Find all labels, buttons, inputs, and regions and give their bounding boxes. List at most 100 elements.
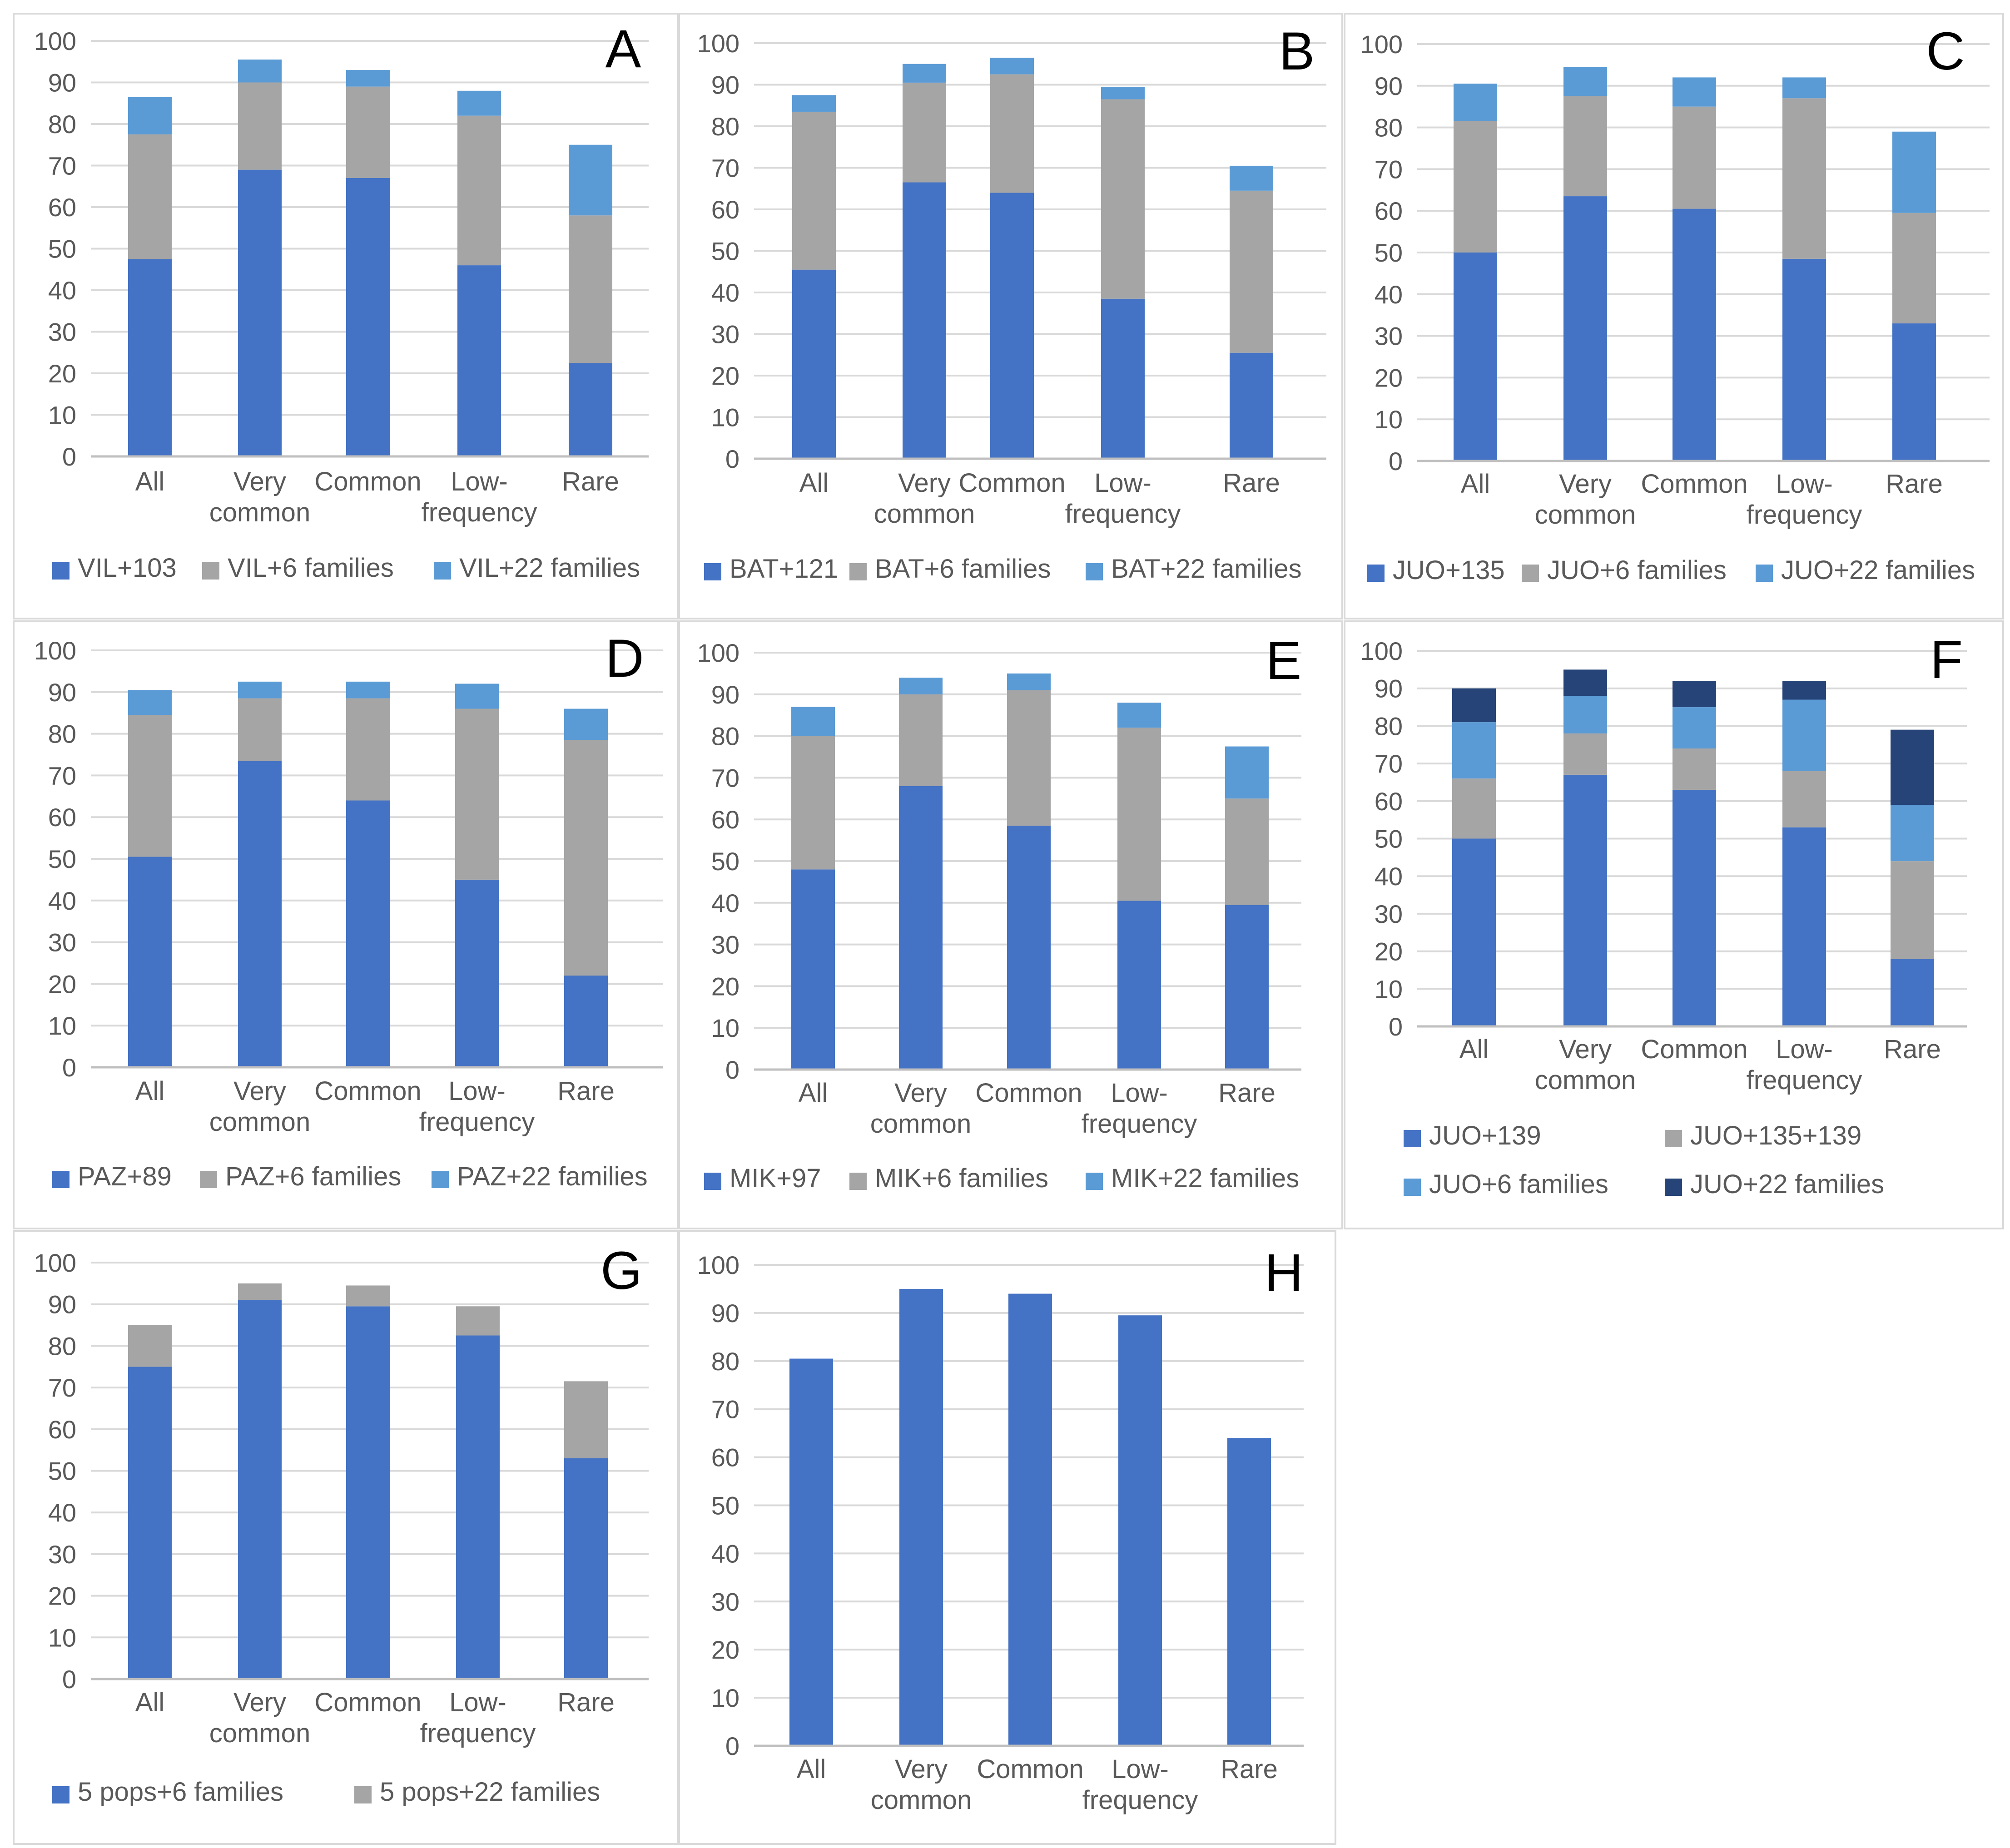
y-tick-label: 50: [711, 847, 739, 876]
bar-segment: [457, 115, 501, 266]
x-tick-label: Low-frequency: [1747, 469, 1862, 530]
legend-label: 5 pops+22 families: [380, 1777, 600, 1807]
panel-letter: A: [605, 19, 641, 79]
x-tick-label: Very common: [871, 1754, 972, 1815]
x-tick-label: Rare: [1218, 1078, 1275, 1108]
x-tick-label: Common: [975, 1078, 1082, 1108]
y-tick-label: 90: [1375, 72, 1403, 100]
bar-segment: [457, 265, 501, 456]
bar-segment: [346, 1306, 390, 1679]
bar-segment: [903, 64, 946, 83]
y-tick-label: 80: [48, 720, 76, 748]
y-tick-label: 70: [48, 1373, 76, 1402]
y-tick-label: 40: [1375, 862, 1403, 891]
bar-segment: [564, 1381, 608, 1458]
x-tick-label: All: [799, 468, 829, 498]
bar-segment: [1101, 99, 1145, 299]
bar-segment: [238, 698, 282, 761]
legend-label: 5 pops+6 families: [78, 1777, 283, 1807]
y-tick-label: 40: [48, 1498, 76, 1527]
y-tick-label: 10: [711, 1684, 739, 1712]
bar-segment: [128, 259, 172, 456]
y-tick-label: 100: [34, 27, 76, 55]
bar-segment: [1673, 681, 1716, 708]
x-tick-label: All: [135, 1688, 164, 1717]
y-tick-label: 20: [1375, 937, 1403, 966]
bar-segment: [1782, 77, 1826, 99]
y-tick-label: 80: [711, 112, 739, 141]
bar-segment: [346, 70, 390, 87]
bar-segment: [238, 681, 282, 699]
legend-label: MIK+22 families: [1111, 1164, 1299, 1193]
y-tick-label: 70: [711, 1395, 739, 1424]
legend-swatch: [849, 563, 867, 580]
bar-segment: [1782, 699, 1826, 771]
bar-segment: [1452, 778, 1496, 839]
bar-segment: [457, 90, 501, 116]
y-tick-label: 60: [1375, 197, 1403, 225]
bar-segment: [990, 74, 1034, 193]
bar-segment: [456, 1335, 500, 1679]
bar-segment: [1673, 77, 1716, 107]
y-tick-label: 90: [711, 680, 739, 709]
x-tick-label: Common: [314, 1688, 421, 1717]
legend-label: MIK+6 families: [875, 1164, 1048, 1193]
y-tick-label: 100: [1360, 30, 1403, 59]
bar-segment: [1563, 669, 1607, 696]
bar-segment: [1230, 190, 1273, 353]
panel-letter: D: [605, 629, 644, 689]
bar-segment: [1782, 98, 1826, 259]
bar-segment: [1891, 959, 1934, 1026]
y-tick-label: 20: [1375, 363, 1403, 392]
x-tick-label: Common: [1641, 1035, 1747, 1064]
bar-segment: [455, 708, 499, 880]
legend-label: BAT+6 families: [875, 554, 1051, 584]
y-tick-label: 100: [697, 639, 739, 667]
legend-label: JUO+135+139: [1690, 1121, 1861, 1150]
x-tick-label: Rare: [557, 1076, 615, 1106]
bar-segment: [1563, 774, 1607, 1026]
panel-border: [13, 13, 679, 619]
legend-swatch: [1367, 565, 1385, 582]
bar-segment: [455, 684, 499, 709]
bar-segment: [1782, 827, 1826, 1026]
legend-swatch: [200, 1171, 217, 1188]
bar-segment: [1454, 121, 1497, 253]
bar-segment: [346, 800, 390, 1067]
x-tick-label: All: [135, 1076, 164, 1106]
bar-segment: [238, 761, 282, 1067]
bar-segment: [1008, 1293, 1052, 1746]
bar-segment: [346, 698, 390, 801]
legend-swatch: [1665, 1179, 1682, 1196]
legend-swatch: [1665, 1130, 1682, 1147]
bar-segment: [455, 879, 499, 1067]
y-tick-label: 90: [1375, 674, 1403, 703]
x-tick-label: Very common: [209, 1688, 310, 1748]
y-tick-label: 0: [1389, 1012, 1403, 1041]
bar-segment: [564, 740, 608, 976]
legend-swatch: [354, 1786, 372, 1803]
y-tick-label: 100: [34, 636, 76, 665]
bar-segment: [569, 363, 612, 456]
x-tick-label: Very common: [1535, 1035, 1636, 1095]
y-tick-label: 50: [1375, 238, 1403, 267]
bar-segment: [569, 144, 612, 216]
bar-segment: [1118, 1315, 1162, 1746]
bar-segment: [1563, 696, 1607, 733]
x-tick-label: All: [1461, 469, 1490, 499]
y-tick-label: 60: [48, 1415, 76, 1444]
y-tick-label: 20: [48, 1582, 76, 1610]
legend-swatch: [1404, 1130, 1421, 1147]
y-tick-label: 60: [711, 195, 739, 224]
bar-segment: [1454, 253, 1497, 461]
y-tick-label: 60: [48, 193, 76, 222]
bar-segment: [1101, 87, 1145, 99]
bar-segment: [1782, 258, 1826, 461]
bar-segment: [128, 97, 172, 134]
bar-segment: [1117, 703, 1161, 728]
legend-label: VIL+103: [78, 553, 177, 583]
bar-segment: [1007, 673, 1051, 690]
legend-swatch: [1086, 563, 1103, 580]
bar-segment: [1117, 728, 1161, 901]
